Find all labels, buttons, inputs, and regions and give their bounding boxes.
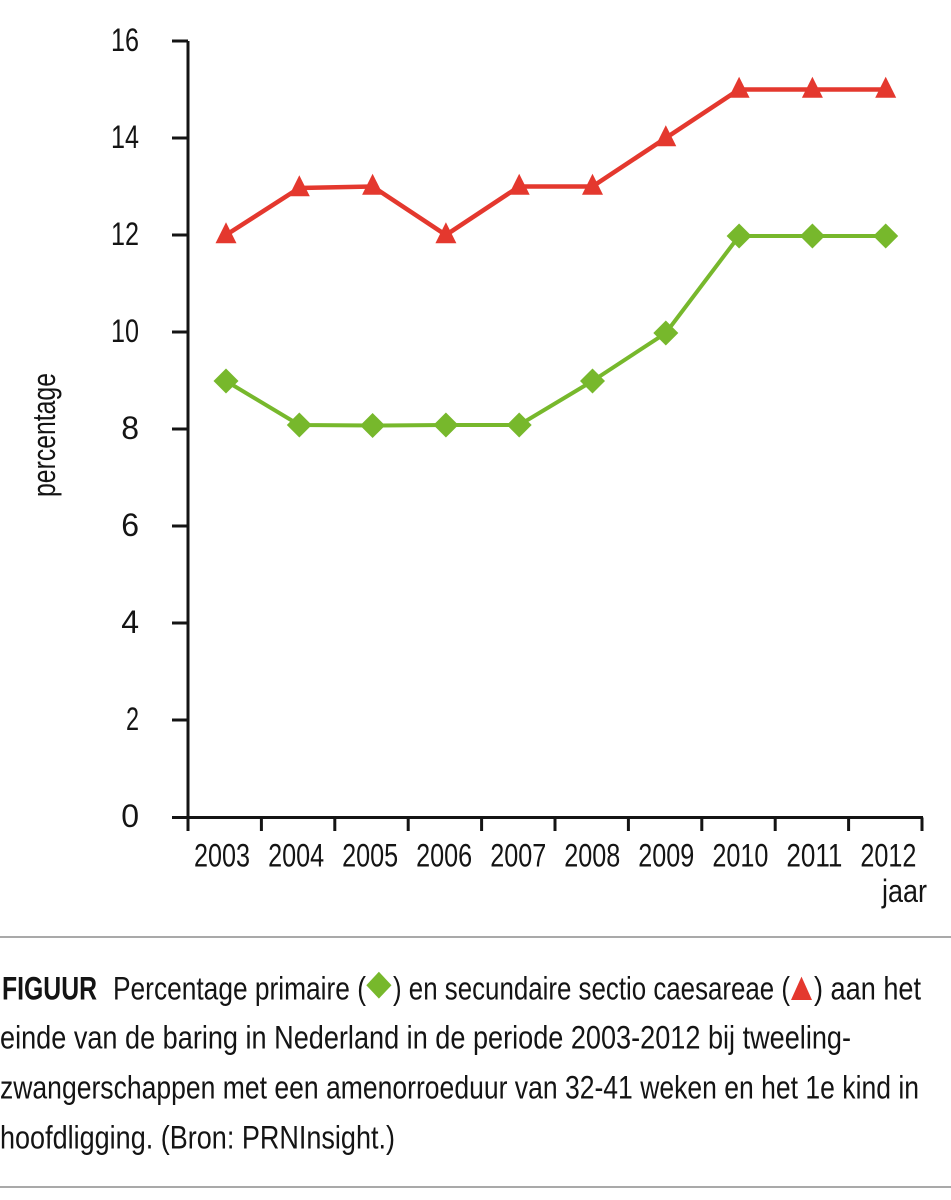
svg-text:2005: 2005 [342,838,398,874]
svg-text:2003: 2003 [194,838,250,874]
svg-text:8: 8 [121,410,139,446]
svg-text:2008: 2008 [564,838,620,874]
svg-text:percentage: percentage [26,373,62,497]
svg-text:2010: 2010 [712,838,768,874]
svg-text:4: 4 [121,604,139,640]
svg-text:einde van de baring in Nederla: einde van de baring in Nederland in de p… [0,1020,851,1056]
svg-text:0: 0 [121,798,139,834]
svg-text:jaar: jaar [881,873,927,909]
svg-text:FIGUUR: FIGUUR [2,971,97,1007]
svg-text:hoofdligging. (Bron: PRNInsigh: hoofdligging. (Bron: PRNInsight.) [0,1120,395,1156]
svg-text:) aan het: ) aan het [814,971,921,1007]
svg-text:zwangerschappen met een amenor: zwangerschappen met een amenorroeduur va… [0,1070,919,1106]
svg-text:2011: 2011 [786,838,842,874]
svg-text:2012: 2012 [860,838,916,874]
svg-text:2006: 2006 [416,838,472,874]
svg-text:2009: 2009 [638,838,694,874]
svg-text:2004: 2004 [268,838,324,874]
svg-text:2: 2 [126,701,139,737]
svg-text:6: 6 [121,507,139,543]
svg-text:2007: 2007 [490,838,546,874]
svg-text:16: 16 [111,22,139,58]
svg-text:) en secundaire sectio caesare: ) en secundaire sectio caesareae ( [393,971,790,1007]
svg-text:10: 10 [111,313,139,349]
svg-text:12: 12 [111,216,139,252]
svg-text:Percentage primaire (: Percentage primaire ( [113,971,366,1007]
svg-text:14: 14 [111,119,139,155]
